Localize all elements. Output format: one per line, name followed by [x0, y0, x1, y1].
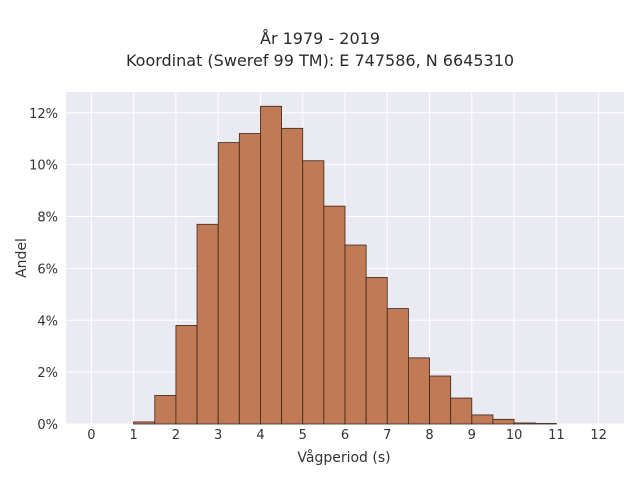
histogram-bar — [471, 414, 494, 425]
x-tick-label: 1 — [129, 428, 137, 443]
histogram-bar — [238, 133, 261, 425]
x-tick-label: 5 — [299, 428, 307, 443]
histogram-bar — [429, 375, 452, 425]
bars — [133, 105, 557, 425]
y-tick-label: 12% — [29, 107, 58, 122]
x-tick-label: 12 — [590, 428, 607, 443]
histogram-bar — [133, 421, 156, 425]
x-tick-label: 6 — [341, 428, 349, 443]
histogram-bar — [408, 357, 430, 425]
histogram-bar — [196, 223, 219, 425]
x-tick-label: 7 — [383, 428, 391, 443]
y-tick-label: 6% — [37, 262, 58, 277]
y-tick-label: 4% — [37, 314, 58, 329]
histogram-bar — [154, 395, 177, 425]
x-tick-label: 11 — [548, 428, 565, 443]
y-tick-label: 8% — [37, 211, 58, 226]
histogram-bar — [450, 397, 473, 425]
histogram-bar — [281, 127, 304, 425]
y-axis-ticks: 0% 2% 4% 6% 8% 10% 12% — [29, 107, 58, 433]
x-tick-label: 9 — [468, 428, 476, 443]
histogram-bar — [534, 423, 557, 425]
y-axis-label: Andel — [14, 238, 30, 278]
x-tick-label: 0 — [87, 428, 95, 443]
histogram-bar — [513, 422, 536, 425]
y-tick-label: 10% — [29, 159, 58, 174]
y-tick-label: 0% — [37, 418, 58, 433]
x-axis-label: Vågperiod (s) — [297, 449, 390, 466]
histogram-bar — [302, 160, 325, 425]
histogram-bar — [344, 244, 367, 425]
x-tick-label: 2 — [172, 428, 180, 443]
x-axis-ticks: 0 1 2 3 4 5 6 7 8 9 10 11 12 — [87, 428, 607, 443]
chart-title: År 1979 - 2019 — [260, 29, 380, 48]
x-tick-label: 10 — [506, 428, 523, 443]
histogram-bar — [492, 418, 515, 425]
y-tick-label: 2% — [37, 366, 58, 381]
histogram-bar — [323, 205, 346, 425]
chart-subtitle: Koordinat (Sweref 99 TM): E 747586, N 66… — [125, 51, 515, 70]
x-tick-label: 4 — [256, 428, 264, 443]
histogram-bar — [365, 277, 388, 425]
histogram-bar — [175, 325, 198, 425]
histogram-bar — [217, 142, 240, 425]
x-tick-label: 3 — [214, 428, 222, 443]
x-tick-label: 8 — [425, 428, 433, 443]
histogram-bar — [386, 308, 409, 425]
histogram-bar — [260, 105, 282, 425]
